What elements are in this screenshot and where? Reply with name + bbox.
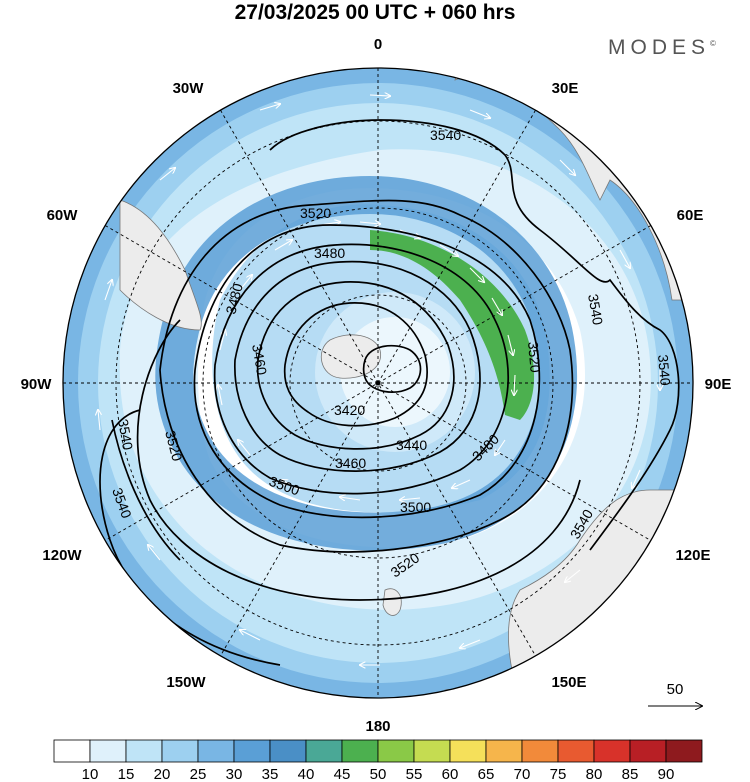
lon-label-90e: 90E (705, 376, 732, 393)
colorbar-swatch (89, 739, 127, 763)
colorbar-tick-label: 65 (478, 766, 495, 782)
lon-label-90w: 90W (21, 376, 53, 393)
reference-vector-label: 50 (667, 681, 684, 698)
contour-label: 3460 (335, 455, 366, 471)
colorbar-tick-label: 90 (658, 766, 675, 782)
contour-label: 3480 (222, 281, 246, 315)
colorbar-swatch (521, 739, 559, 763)
colorbar-tick-label: 60 (442, 766, 459, 782)
brand-text: MODES (608, 36, 711, 59)
contour-label: 3460 (249, 343, 270, 377)
lon-label-30e: 30E (552, 80, 579, 97)
colorbar: 10 15 20 25 30 35 40 45 50 55 60 65 70 75 80 85 90 (53, 739, 703, 782)
contour-label: 3500 (400, 499, 431, 515)
contour-label: 3540 (655, 354, 674, 387)
colorbar-swatch (125, 739, 163, 763)
colorbar-tick-label: 10 (82, 766, 99, 782)
contour-label: 3520 (162, 429, 186, 463)
colorbar-tick-label: 50 (370, 766, 387, 782)
contour-label: 3520 (300, 205, 331, 221)
colorbar-swatch (269, 739, 307, 763)
colorbar-tick-label: 85 (622, 766, 639, 782)
lon-label-60e: 60E (677, 207, 704, 224)
colorbar-swatch (449, 739, 487, 763)
colorbar-tick-label: 55 (406, 766, 423, 782)
colorbar-swatch (341, 739, 379, 763)
lon-label-30w: 30W (173, 80, 205, 97)
map-title: 27/03/2025 00 UTC + 060 hrs (234, 1, 516, 24)
contour-label: 3540 (430, 127, 461, 143)
lon-label-120e: 120E (675, 547, 710, 564)
contour-label: 3420 (334, 402, 365, 418)
colorbar-tick-label: 35 (262, 766, 279, 782)
longitude-labels: 0 30E 60E 90E 120E 150E 180 150W 120W 90… (21, 36, 732, 735)
colorbar-tick-label: 20 (154, 766, 171, 782)
contour-label: 3540 (585, 293, 606, 327)
lon-label-150w: 150W (166, 674, 206, 691)
colorbar-tick-label: 80 (586, 766, 603, 782)
lon-label-120w: 120W (42, 547, 82, 564)
height-contours (99, 119, 680, 666)
colorbar-tick-label: 15 (118, 766, 135, 782)
map-boundary (62, 67, 694, 699)
colorbar-swatch (629, 739, 667, 763)
colorbar-swatch (665, 739, 703, 763)
lon-label-0: 0 (374, 36, 382, 53)
brand-logo: MODES© (608, 36, 716, 60)
colorbar-tick-label: 45 (334, 766, 351, 782)
contour-label: 3440 (396, 437, 427, 453)
colorbar-tick-label: 30 (226, 766, 243, 782)
colorbar-swatch (197, 739, 235, 763)
colorbar-tick-label: 25 (190, 766, 207, 782)
contour-label: 3480 (314, 245, 345, 261)
colorbar-swatch (305, 739, 343, 763)
colorbar-swatch (413, 739, 451, 763)
reference-vector: 50 (648, 681, 702, 706)
colorbar-swatch (377, 739, 415, 763)
contour-label: 3520 (525, 341, 544, 374)
colorbar-tick-label: 40 (298, 766, 315, 782)
copyright-mark: © (710, 39, 716, 48)
colorbar-swatch (593, 739, 631, 763)
colorbar-swatch (161, 739, 199, 763)
colorbar-swatch (485, 739, 523, 763)
colorbar-swatch (53, 739, 91, 763)
lon-label-60w: 60W (47, 207, 79, 224)
lon-label-150e: 150E (551, 674, 586, 691)
colorbar-tick-label: 75 (550, 766, 567, 782)
lon-label-180: 180 (365, 718, 390, 735)
colorbar-swatch (233, 739, 271, 763)
contour-label: 3540 (115, 418, 136, 452)
colorbar-tick-label: 70 (514, 766, 531, 782)
colorbar-swatch (557, 739, 595, 763)
south-pole-marker (375, 380, 381, 386)
